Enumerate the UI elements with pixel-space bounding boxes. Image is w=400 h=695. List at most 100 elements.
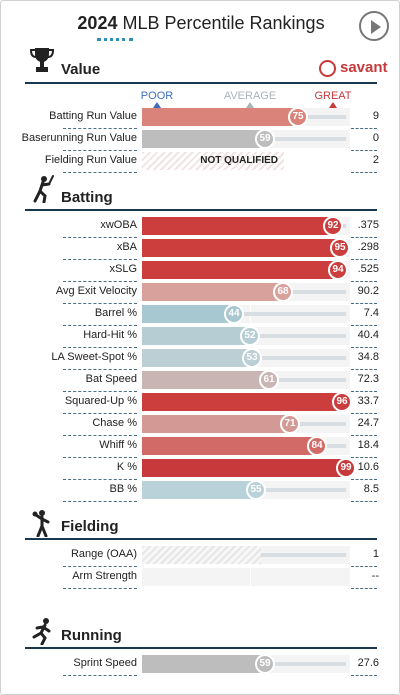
fielder-icon [32, 510, 50, 537]
metric-value: 9 [372, 110, 379, 122]
metric-label: Chase % [92, 417, 137, 429]
percentile-bar [142, 261, 338, 279]
percentile-badge: 44 [224, 304, 244, 324]
percentile-bar [142, 371, 269, 389]
metric-label: Barrel % [94, 307, 137, 319]
metric-value: 2 [372, 154, 379, 166]
percentile-remainder [265, 137, 346, 141]
row-separator [351, 675, 377, 676]
section-title-running: Running [61, 627, 122, 644]
percentile-track: 92 [142, 216, 350, 236]
percentile-track: 68 [142, 282, 350, 302]
section-title-batting: Batting [61, 189, 113, 206]
row-separator [63, 457, 137, 458]
percentile-track: 52 [142, 326, 350, 346]
metric-label: xwOBA [100, 219, 137, 231]
percentile-bar [142, 239, 340, 257]
percentile-badge: 96 [332, 392, 352, 412]
percentile-badge: 95 [330, 238, 350, 258]
row-separator [351, 303, 377, 304]
title-underline [97, 38, 133, 41]
percentile-track: 95 [142, 238, 350, 258]
trophy-icon [29, 48, 55, 72]
percentile-remainder [252, 356, 346, 360]
row-separator [351, 391, 377, 392]
row-separator [351, 413, 377, 414]
metric-label: Arm Strength [72, 570, 137, 582]
runner-icon [32, 618, 51, 645]
row-separator [351, 501, 377, 502]
percentile-bar [142, 130, 265, 148]
percentile-bar [142, 305, 234, 323]
metric-value: 8.5 [363, 483, 379, 495]
percentile-bar [142, 415, 290, 433]
metric-label: BB % [109, 483, 137, 495]
percentile-badge: 59 [255, 654, 275, 674]
metric-value: 1 [372, 548, 379, 560]
row-separator [63, 566, 137, 567]
row-separator [351, 566, 377, 567]
row-separator [351, 128, 377, 129]
percentile-badge: 68 [273, 282, 293, 302]
percentile-badge: 55 [246, 480, 266, 500]
metric-value: .298 [357, 241, 379, 253]
metric-value: 90.2 [357, 285, 379, 297]
percentile-badge: 61 [259, 370, 279, 390]
percentile-remainder [261, 553, 346, 557]
percentile-bar [142, 327, 250, 345]
percentile-track [142, 568, 350, 586]
metric-value: 24.7 [357, 417, 379, 429]
metric-value: 27.6 [357, 657, 379, 669]
not-qualified-bar: NOT QUALIFIED [142, 152, 284, 170]
section-title-fielding: Fielding [61, 518, 119, 535]
percentile-track: 96 [142, 392, 352, 412]
metric-label: Hard-Hit % [83, 329, 137, 341]
row-separator [351, 172, 377, 173]
percentile-bar [142, 349, 252, 367]
percentile-bar [142, 655, 265, 673]
row-separator [63, 435, 137, 436]
row-separator [351, 588, 377, 589]
row-separator [63, 237, 137, 238]
metric-label: LA Sweet-Spot % [51, 351, 137, 363]
metric-label: Sprint Speed [73, 657, 137, 669]
metric-label: Batting Run Value [49, 110, 137, 122]
percentile-track: 94 [142, 260, 350, 280]
percentile-track [142, 546, 350, 564]
percentile-badge: 92 [323, 216, 343, 236]
percentile-track: 99 [142, 458, 356, 478]
percentile-bar [142, 283, 283, 301]
percentile-track: 59 [142, 129, 350, 149]
row-separator [63, 413, 137, 414]
percentile-remainder [256, 488, 346, 492]
row-separator [351, 347, 377, 348]
percentile-track: 44 [142, 304, 350, 324]
row-separator [351, 479, 377, 480]
metric-label: Avg Exit Velocity [55, 285, 137, 297]
play-button[interactable] [359, 11, 389, 41]
row-separator [63, 675, 137, 676]
row-separator [351, 281, 377, 282]
scale-average: AVERAGE [220, 90, 280, 108]
percentile-track: 59 [142, 654, 350, 674]
percentile-badge: 53 [242, 348, 262, 368]
percentile-bar [142, 217, 333, 235]
metric-value: 18.4 [357, 439, 379, 451]
metric-value: .375 [357, 219, 379, 231]
percentile-track: 75 [142, 107, 350, 127]
row-separator [63, 369, 137, 370]
percentile-remainder [234, 312, 346, 316]
percentile-remainder [269, 378, 346, 382]
row-separator [63, 325, 137, 326]
percentile-bar [142, 393, 342, 411]
percentile-bar [142, 459, 348, 477]
metric-value: .525 [357, 263, 379, 275]
percentile-badge: 52 [240, 326, 260, 346]
percentile-badge: 84 [307, 436, 327, 456]
metric-label: Squared-Up % [64, 395, 137, 407]
row-separator [63, 391, 137, 392]
row-separator [63, 303, 137, 304]
poor-arrow-icon [153, 102, 161, 108]
percentile-badge: 59 [255, 129, 275, 149]
